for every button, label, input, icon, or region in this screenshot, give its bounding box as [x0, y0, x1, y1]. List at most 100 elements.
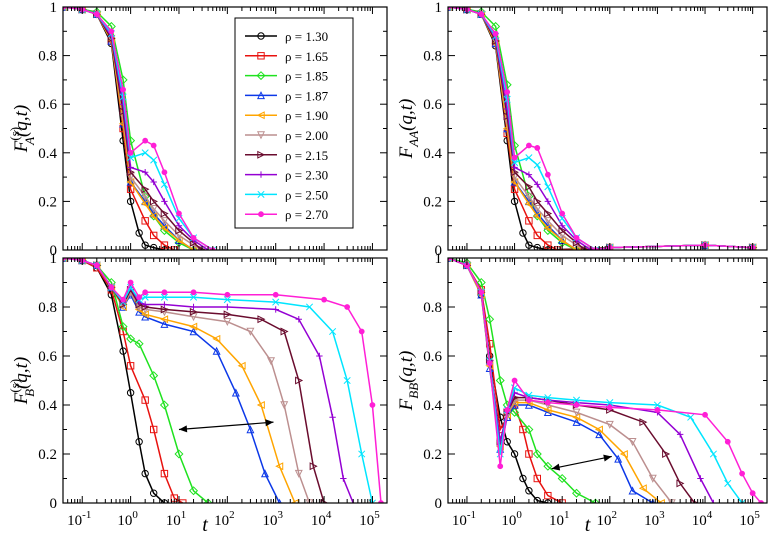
data-point-4-8 — [160, 315, 169, 324]
data-point-1-6 — [141, 396, 149, 404]
x-tick-exponent: 1 — [564, 509, 570, 521]
data-point-1-7 — [149, 231, 158, 240]
data-point-6-8 — [544, 209, 553, 218]
data-point-9-6 — [526, 142, 532, 149]
series-line-2 — [63, 7, 194, 250]
data-point-2-7 — [149, 371, 159, 381]
data-point-9-3 — [486, 360, 493, 367]
x-tick-exponent: 0 — [516, 509, 522, 521]
data-point-6-8 — [160, 305, 169, 314]
y-tick-label: 1 — [435, 251, 443, 267]
data-point-7-7 — [534, 181, 541, 188]
data-point-8-14 — [343, 376, 351, 385]
series-line-7 — [448, 258, 715, 503]
data-point-5-14 — [294, 469, 303, 478]
data-point-7-14 — [710, 499, 717, 503]
data-point-6-6 — [141, 185, 150, 194]
y-tick-label: 0.6 — [423, 97, 442, 113]
x-tick-exponent: 4 — [707, 509, 713, 521]
x-tick-label: 105 — [739, 509, 760, 529]
data-point-1-7 — [533, 231, 541, 240]
data-point-9-15 — [369, 402, 376, 408]
y-axis-label: FBB(q,t) — [396, 351, 421, 412]
x-tick-base: 10 — [739, 513, 754, 529]
legend-entry: ρ = 2.00 — [245, 128, 328, 143]
data-point-4-9 — [189, 322, 198, 331]
data-point-1-5 — [510, 185, 519, 193]
data-point-6-13 — [676, 479, 685, 488]
data-point-9-4 — [497, 463, 504, 470]
y-tick-label: 0.4 — [38, 146, 57, 162]
data-point-6-10 — [223, 310, 232, 319]
y-tick-label: 0.2 — [38, 447, 57, 463]
data-point-8-15 — [738, 499, 746, 503]
data-point-2-11 — [203, 498, 213, 503]
y-tick-label: 0 — [50, 243, 58, 259]
data-point-2-4 — [118, 322, 128, 332]
arrow-head-left — [178, 425, 188, 433]
x-tick-base: 10 — [262, 513, 277, 529]
x-tick-base: 10 — [501, 513, 516, 529]
data-point-8-8 — [160, 293, 168, 301]
series-line-8 — [63, 7, 214, 250]
data-point-9-4 — [504, 89, 511, 95]
data-point-9-7 — [142, 289, 149, 296]
data-point-8-13 — [709, 450, 717, 458]
y-tick-label: 0.8 — [423, 49, 442, 65]
data-point-1-7 — [519, 425, 527, 434]
data-point-6-13 — [295, 376, 304, 385]
y-label-sub: B — [22, 389, 37, 397]
data-point-1-5 — [126, 362, 135, 370]
x-tick-label: 100 — [501, 509, 522, 529]
data-point-7-13 — [697, 475, 704, 482]
data-point-4-14 — [290, 498, 299, 503]
data-point-5-10 — [223, 318, 232, 327]
data-point-0-7 — [141, 469, 149, 478]
y-tick-label: 0.2 — [423, 194, 442, 210]
data-point-8-12 — [305, 303, 314, 311]
x-tick-exponent: 1 — [181, 509, 187, 521]
y-tick-label: 0.6 — [38, 97, 57, 113]
data-point-8-0 — [63, 7, 67, 11]
x-tick-label: 100 — [117, 509, 138, 529]
data-point-2-9 — [543, 461, 553, 471]
data-point-5-7 — [149, 204, 158, 214]
data-point-3-12 — [628, 486, 637, 495]
data-point-9-13 — [344, 304, 351, 310]
x-tick-exponent: -1 — [467, 509, 476, 521]
y-tick-label: 0 — [435, 243, 443, 259]
data-point-5-12 — [648, 474, 657, 483]
series-group — [63, 7, 217, 250]
data-point-2-10 — [557, 473, 567, 484]
data-point-8-12 — [687, 413, 695, 421]
legend-label: ρ = 2.30 — [285, 168, 328, 183]
legend-marker — [257, 190, 265, 198]
data-point-5-13 — [280, 401, 289, 410]
data-point-7-8 — [161, 301, 168, 308]
data-point-4-7 — [149, 211, 158, 220]
data-point-5-8 — [543, 217, 552, 226]
data-point-8-9 — [189, 293, 198, 301]
legend-entry: ρ = 1.30 — [245, 29, 328, 44]
legend-entry: ρ = 2.70 — [245, 207, 328, 222]
data-point-7-6 — [141, 169, 149, 176]
legend-label: ρ = 2.00 — [285, 128, 328, 143]
y-tick-label: 0.4 — [423, 146, 442, 162]
data-point-9-5 — [127, 149, 134, 156]
data-point-3-11 — [614, 454, 623, 463]
y-label-sup: (s) — [7, 379, 22, 393]
data-point-4-12 — [638, 484, 647, 493]
data-point-8-4 — [119, 93, 127, 101]
data-point-6-9 — [189, 307, 198, 316]
data-point-2-6 — [134, 339, 144, 349]
data-point-6-5 — [510, 168, 519, 177]
x-tick-base: 10 — [644, 513, 659, 529]
data-point-1-9 — [533, 474, 541, 483]
data-point-3-12 — [246, 425, 255, 434]
data-point-2-3 — [491, 21, 501, 31]
data-point-5-9 — [572, 408, 581, 417]
data-point-8-4 — [503, 95, 511, 103]
data-point-6-7 — [149, 197, 159, 206]
